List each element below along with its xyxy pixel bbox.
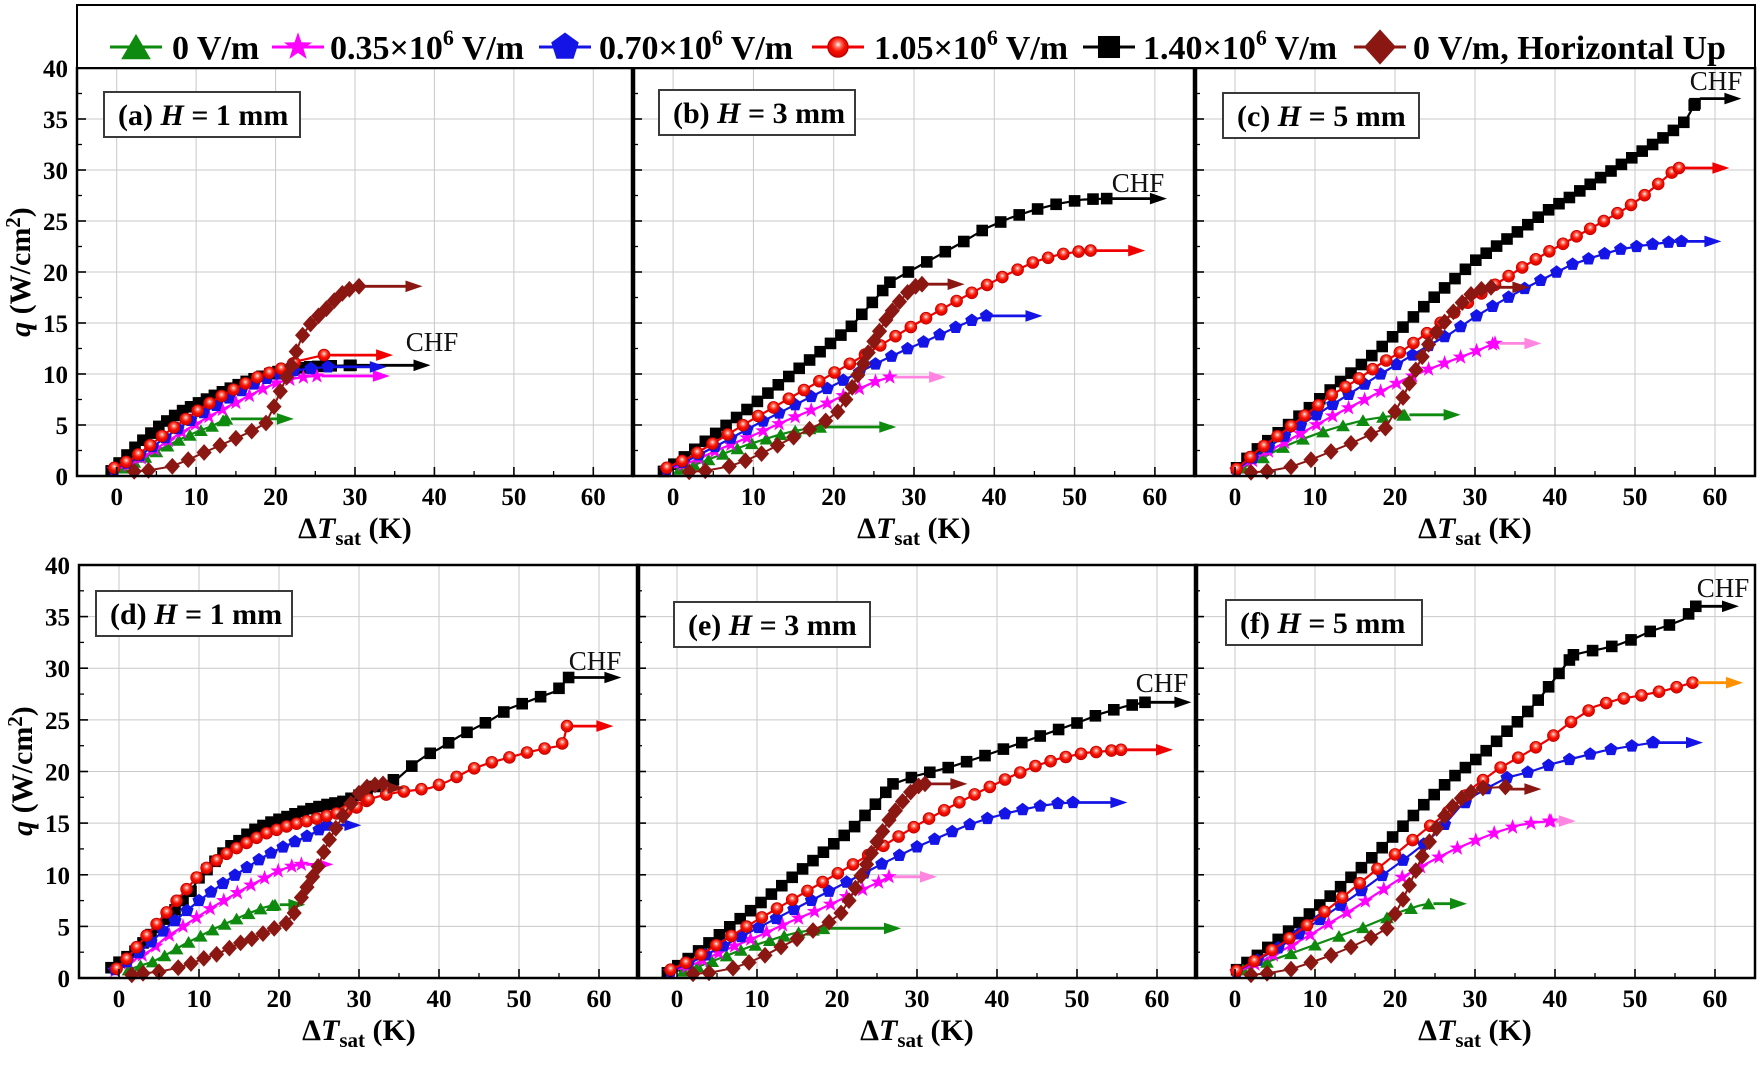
svg-text:CHF: CHF — [569, 646, 622, 676]
svg-text:0: 0 — [671, 986, 684, 1013]
svg-text:50: 50 — [501, 484, 526, 511]
svg-text:35: 35 — [43, 107, 68, 134]
svg-text:0: 0 — [667, 484, 680, 511]
svg-text:0 V/m, Horizontal Up: 0 V/m, Horizontal Up — [1413, 30, 1726, 67]
svg-text:(d) H = 1 mm: (d) H = 1 mm — [110, 598, 282, 631]
svg-text:60: 60 — [1142, 484, 1167, 511]
svg-text:40: 40 — [1543, 986, 1568, 1013]
svg-text:0.70×106 V/m: 0.70×106 V/m — [599, 25, 793, 67]
svg-text:30: 30 — [902, 484, 927, 511]
svg-text:(c) H = 5 mm: (c) H = 5 mm — [1237, 100, 1406, 133]
svg-text:60: 60 — [1703, 484, 1728, 511]
svg-text:60: 60 — [587, 986, 612, 1013]
svg-text:50: 50 — [1065, 986, 1090, 1013]
svg-text:10: 10 — [745, 986, 770, 1013]
svg-text:20: 20 — [45, 760, 70, 787]
svg-text:0.35×106 V/m: 0.35×106 V/m — [330, 25, 524, 67]
svg-text:15: 15 — [45, 811, 70, 838]
svg-text:10: 10 — [1303, 484, 1328, 511]
svg-text:(b) H = 3 mm: (b) H = 3 mm — [673, 97, 845, 130]
svg-text:0: 0 — [56, 464, 69, 491]
svg-text:1.05×106 V/m: 1.05×106 V/m — [874, 25, 1068, 67]
svg-text:30: 30 — [905, 986, 930, 1013]
svg-text:0: 0 — [113, 986, 126, 1013]
svg-text:ΔTsat (K): ΔTsat (K) — [298, 512, 412, 550]
svg-text:q (W/cm2): q (W/cm2) — [3, 706, 39, 836]
svg-text:q (W/cm2): q (W/cm2) — [1, 207, 37, 337]
svg-text:5: 5 — [56, 413, 69, 440]
svg-text:50: 50 — [507, 986, 532, 1013]
svg-text:30: 30 — [347, 986, 372, 1013]
svg-text:15: 15 — [43, 311, 68, 338]
svg-text:50: 50 — [1062, 484, 1087, 511]
svg-text:10: 10 — [43, 362, 68, 389]
svg-text:CHF: CHF — [1697, 573, 1750, 603]
svg-text:40: 40 — [1543, 484, 1568, 511]
svg-text:CHF: CHF — [1136, 668, 1189, 698]
svg-text:CHF: CHF — [1690, 66, 1743, 96]
svg-text:ΔTsat (K): ΔTsat (K) — [302, 1014, 416, 1052]
svg-text:10: 10 — [741, 484, 766, 511]
svg-text:50: 50 — [1623, 484, 1648, 511]
svg-text:20: 20 — [1383, 986, 1408, 1013]
svg-text:0 V/m: 0 V/m — [172, 30, 259, 67]
svg-text:10: 10 — [184, 484, 209, 511]
svg-text:0: 0 — [1229, 484, 1242, 511]
svg-text:20: 20 — [267, 986, 292, 1013]
svg-text:50: 50 — [1623, 986, 1648, 1013]
svg-text:20: 20 — [1383, 484, 1408, 511]
svg-text:20: 20 — [821, 484, 846, 511]
svg-text:25: 25 — [43, 209, 68, 236]
svg-text:25: 25 — [45, 708, 70, 735]
svg-text:30: 30 — [1463, 484, 1488, 511]
svg-text:ΔTsat (K): ΔTsat (K) — [857, 512, 971, 550]
svg-text:10: 10 — [1303, 986, 1328, 1013]
svg-text:0: 0 — [58, 966, 71, 993]
svg-text:CHF: CHF — [1112, 168, 1165, 198]
svg-text:10: 10 — [187, 986, 212, 1013]
svg-text:ΔTsat (K): ΔTsat (K) — [1418, 512, 1532, 550]
svg-text:(e) H = 3 mm: (e) H = 3 mm — [688, 609, 857, 642]
svg-text:(a) H = 1 mm: (a) H = 1 mm — [118, 99, 288, 132]
svg-text:35: 35 — [45, 605, 70, 632]
svg-text:20: 20 — [263, 484, 288, 511]
svg-text:30: 30 — [43, 158, 68, 185]
svg-text:60: 60 — [581, 484, 606, 511]
svg-text:60: 60 — [1145, 986, 1170, 1013]
svg-text:CHF: CHF — [406, 327, 459, 357]
svg-text:0: 0 — [1229, 986, 1242, 1013]
svg-text:40: 40 — [45, 553, 70, 580]
svg-text:30: 30 — [343, 484, 368, 511]
svg-text:40: 40 — [422, 484, 447, 511]
svg-text:60: 60 — [1703, 986, 1728, 1013]
svg-text:0: 0 — [110, 484, 123, 511]
svg-text:10: 10 — [45, 863, 70, 890]
svg-text:40: 40 — [427, 986, 452, 1013]
svg-text:40: 40 — [982, 484, 1007, 511]
svg-text:30: 30 — [45, 656, 70, 683]
svg-text:30: 30 — [1463, 986, 1488, 1013]
svg-text:5: 5 — [58, 914, 71, 941]
svg-text:1.40×106 V/m: 1.40×106 V/m — [1143, 25, 1337, 67]
svg-text:20: 20 — [43, 260, 68, 287]
svg-text:40: 40 — [985, 986, 1010, 1013]
svg-text:(f) H = 5 mm: (f) H = 5 mm — [1240, 607, 1405, 640]
svg-text:40: 40 — [43, 56, 68, 83]
svg-text:20: 20 — [825, 986, 850, 1013]
